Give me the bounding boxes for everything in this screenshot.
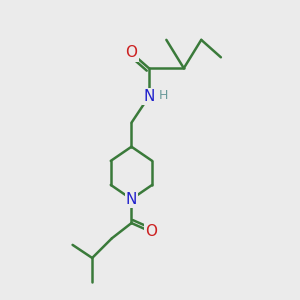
Text: N: N bbox=[143, 89, 154, 104]
Text: N: N bbox=[126, 192, 137, 207]
Text: O: O bbox=[125, 45, 137, 60]
Text: O: O bbox=[145, 224, 157, 239]
Text: H: H bbox=[158, 89, 168, 102]
